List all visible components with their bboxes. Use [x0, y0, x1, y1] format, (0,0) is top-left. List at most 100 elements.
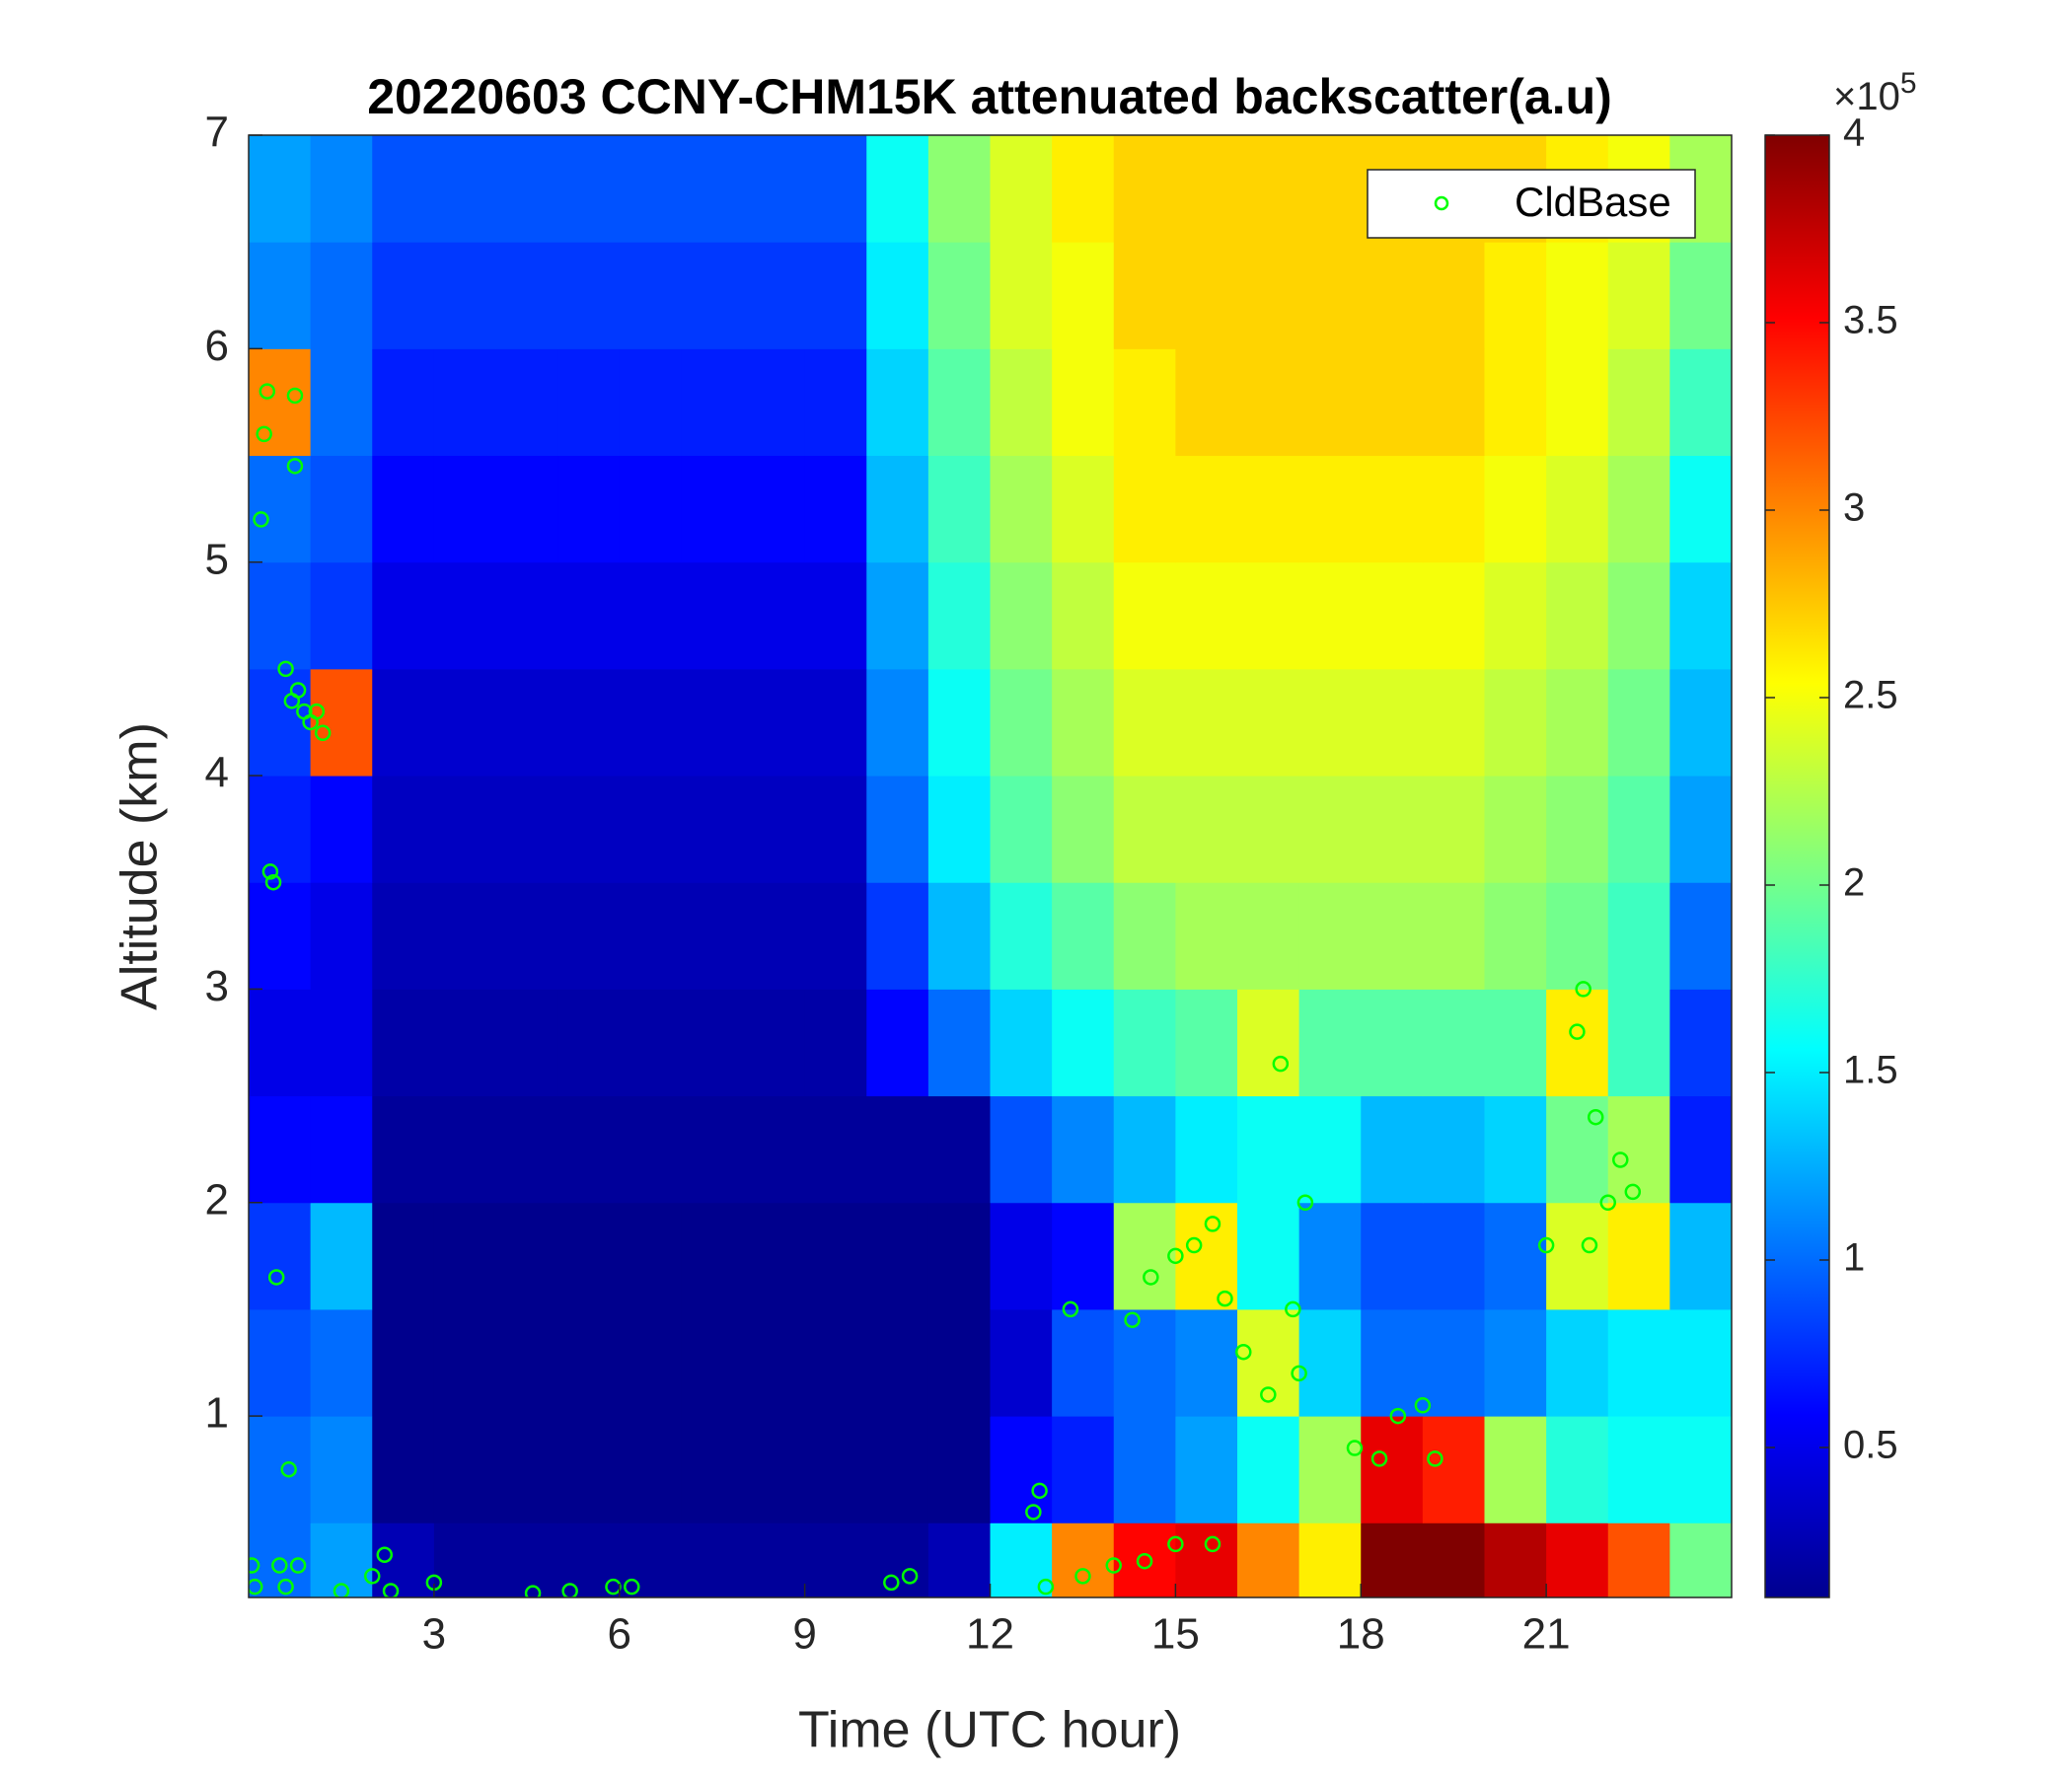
heatmap-cell — [1113, 776, 1176, 883]
cloud-base-point — [1025, 1504, 1042, 1521]
heatmap-cell — [990, 776, 1053, 883]
heatmap-cell — [866, 135, 929, 243]
y-tick-label: 1 — [205, 1389, 229, 1438]
heatmap-cell — [1607, 1416, 1670, 1523]
heatmap-cell — [372, 989, 435, 1097]
colorbar-tick-label: 1 — [1843, 1236, 1865, 1280]
heatmap-cell — [1237, 561, 1300, 670]
cloud-base-point — [1136, 1552, 1153, 1570]
heatmap-cell — [1237, 1308, 1300, 1417]
heatmap-cell — [557, 1416, 621, 1523]
cloud-base-point — [1272, 1055, 1290, 1073]
heatmap — [249, 135, 1732, 1597]
heatmap-cell — [866, 1308, 929, 1417]
heatmap-cell — [433, 776, 496, 883]
cloud-base-point — [382, 1583, 400, 1597]
heatmap-cell — [249, 135, 312, 243]
heatmap-cell — [1052, 348, 1115, 457]
heatmap-cell — [990, 668, 1053, 777]
colorbar-tick-label: 1.5 — [1843, 1049, 1898, 1092]
heatmap-cell — [927, 348, 991, 457]
heatmap-cell — [1052, 776, 1115, 883]
heatmap-cell — [804, 1522, 867, 1597]
heatmap-cell — [1607, 989, 1670, 1097]
heatmap-cell — [372, 455, 435, 563]
heatmap-cell — [1052, 455, 1115, 563]
x-tick-label: 6 — [608, 1610, 631, 1659]
heatmap-cell — [619, 668, 682, 777]
cloud-base-point — [253, 511, 269, 528]
heatmap-cell — [743, 1202, 806, 1310]
heatmap-cell — [927, 1095, 991, 1204]
heatmap-cell — [619, 1522, 682, 1597]
heatmap-cell — [372, 242, 435, 349]
cloud-base-point — [1389, 1407, 1407, 1425]
cloud-base-point — [1204, 1216, 1221, 1232]
heatmap-cell — [1052, 242, 1115, 349]
heatmap-cell — [804, 561, 867, 670]
heatmap-cell — [866, 242, 929, 349]
cloud-base-point — [249, 1578, 263, 1595]
heatmap-cell — [866, 989, 929, 1097]
cloud-base-point — [259, 383, 276, 400]
cloud-base-point — [1346, 1440, 1364, 1456]
heatmap-cell — [1484, 348, 1547, 457]
heatmap-cell — [495, 1308, 558, 1417]
x-tick-label: 18 — [1337, 1610, 1385, 1659]
heatmap-cell — [743, 348, 806, 457]
heatmap-cell — [310, 455, 373, 563]
heatmap-cell — [433, 561, 496, 670]
cloud-base-point — [1074, 1568, 1091, 1585]
heatmap-cell — [1607, 1202, 1670, 1310]
heatmap-cell — [1237, 135, 1300, 243]
heatmap-cell — [1484, 1308, 1547, 1417]
heatmap-cell — [310, 776, 373, 883]
heatmap-cell — [433, 135, 496, 243]
heatmap-cell — [557, 1522, 621, 1597]
heatmap-cell — [249, 561, 312, 670]
cloud-base-point — [1575, 981, 1591, 998]
heatmap-cell — [249, 776, 312, 883]
colorbar-multiplier-base: ×10 — [1833, 75, 1900, 118]
heatmap-cell — [681, 242, 744, 349]
heatmap-cell — [1607, 348, 1670, 457]
heatmap-cell — [1669, 561, 1732, 670]
heatmap-cell — [495, 455, 558, 563]
heatmap-cell — [927, 561, 991, 670]
heatmap-cell — [866, 882, 929, 990]
heatmap-cell — [1669, 1522, 1732, 1597]
heatmap-cell — [1361, 561, 1424, 670]
heatmap-cell — [1175, 1416, 1238, 1523]
heatmap-cell — [1361, 668, 1424, 777]
heatmap-cell — [990, 1522, 1053, 1597]
heatmap-cell — [1669, 668, 1732, 777]
heatmap-cell — [743, 882, 806, 990]
cloud-base-point — [1124, 1311, 1141, 1328]
cloud-base-point — [261, 863, 279, 880]
heatmap-cell — [1361, 1095, 1424, 1204]
cloud-base-point — [1612, 1151, 1629, 1168]
heatmap-cell — [1175, 135, 1238, 243]
heatmap-cell — [1237, 776, 1300, 883]
heatmap-cell — [743, 776, 806, 883]
heatmap-cell — [557, 348, 621, 457]
heatmap-cell — [1113, 882, 1176, 990]
heatmap-cell — [1052, 1522, 1115, 1597]
heatmap-cell — [1298, 776, 1362, 883]
heatmap-cell — [1361, 455, 1424, 563]
heatmap-cell — [557, 882, 621, 990]
heatmap-cell — [557, 668, 621, 777]
cloud-base-point — [1370, 1450, 1388, 1467]
heatmap-cell — [804, 348, 867, 457]
chart-title: 20220603 CCNY-CHM15K attenuated backscat… — [367, 69, 1612, 124]
heatmap-cell — [249, 989, 312, 1097]
colorbar-tick-label: 3.5 — [1843, 299, 1898, 342]
heatmap-cell — [1546, 882, 1609, 990]
heatmap-cell — [927, 242, 991, 349]
cloud-base-point — [314, 724, 332, 742]
heatmap-cell — [433, 348, 496, 457]
colorbar-tick-label: 4 — [1843, 111, 1865, 155]
heatmap-cell — [804, 882, 867, 990]
heatmap-cell — [619, 348, 682, 457]
heatmap-cell — [1422, 1416, 1485, 1523]
